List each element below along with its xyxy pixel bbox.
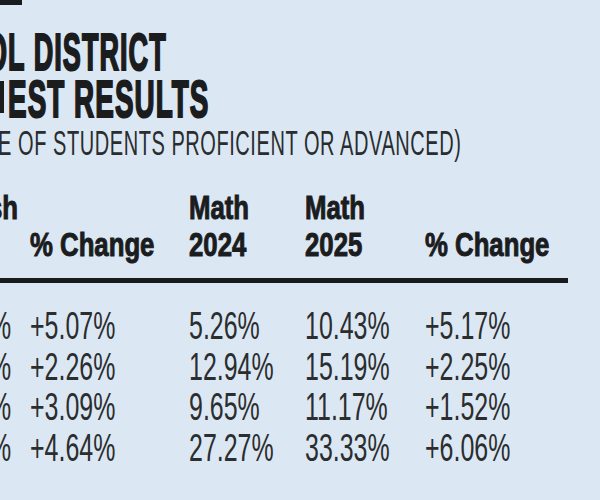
table-cell: +5.17% [425, 306, 558, 345]
title-line2: EST RESULTS [8, 73, 384, 125]
table-cell-fragment: % [0, 306, 24, 345]
table-cell: 12.94% [189, 347, 321, 386]
cropped-black-bar [0, 0, 22, 5]
table-cell: +5.07% [30, 306, 163, 345]
table-cell: 11.17% [305, 387, 434, 426]
table-cell: +2.25% [425, 347, 558, 386]
table-cell: +2.26% [30, 347, 163, 386]
column-header-english-fragment: sh [0, 191, 27, 224]
table-cell-fragment: % [0, 428, 24, 467]
table-cell: +1.52% [425, 387, 558, 426]
column-header-pct-change-2: % Change [425, 228, 585, 261]
header-rule [0, 278, 568, 283]
table-cell-fragment: % [0, 347, 24, 386]
table-cell: 5.26% [189, 306, 300, 345]
column-header-math-2025-line2: 2025 [305, 228, 378, 261]
table-cell: 33.33% [305, 428, 437, 467]
cut-letter-fragment [0, 81, 4, 113]
table-cell: +4.64% [30, 428, 163, 467]
column-header-math-2024-line2: 2024 [189, 228, 262, 261]
table-cell: +3.09% [30, 387, 163, 426]
subtitle: E OF STUDENTS PROFICIENT OR ADVANCED) [0, 125, 600, 160]
column-header-math-2024-line1: Math [189, 191, 266, 224]
table-cell: 15.19% [305, 347, 437, 386]
table-cell: +6.06% [425, 428, 558, 467]
table-cell: 10.43% [305, 306, 437, 345]
table-cell: 27.27% [189, 428, 321, 467]
column-header-pct-change-1: % Change [30, 228, 190, 261]
column-header-math-2025-line1: Math [305, 191, 382, 224]
table-cell: 9.65% [189, 387, 300, 426]
table-cell-fragment: % [0, 387, 24, 426]
